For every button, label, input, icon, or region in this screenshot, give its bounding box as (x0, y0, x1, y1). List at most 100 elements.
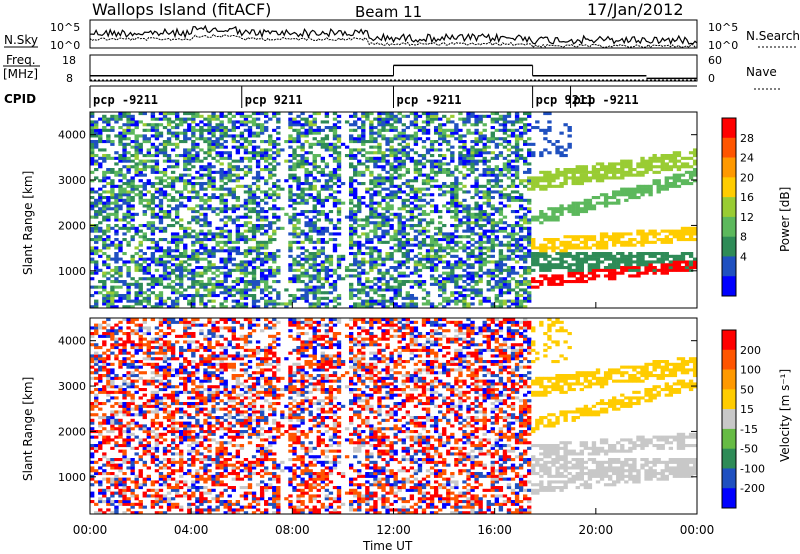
power-cell (98, 226, 103, 230)
power-cell (397, 142, 402, 146)
power-cell (522, 126, 528, 130)
power-cell (409, 218, 415, 222)
power-cell (510, 184, 516, 188)
power-cell (268, 162, 273, 166)
power-cell (122, 151, 127, 155)
power-cell (543, 131, 548, 135)
power-cell (191, 240, 196, 244)
power-cell (195, 142, 200, 146)
power-cell (482, 123, 487, 127)
power-cell (94, 246, 99, 250)
power-cell (223, 291, 228, 295)
power-cell (235, 266, 241, 270)
power-cell (304, 238, 309, 242)
power-cell (219, 179, 224, 183)
power-cell (413, 140, 419, 144)
power-cell (264, 126, 269, 130)
power-cell (158, 179, 164, 183)
power-cell (474, 224, 479, 228)
power-cell (251, 120, 257, 124)
power-cell (300, 117, 305, 121)
power-cell (166, 120, 172, 124)
power-cell (304, 179, 309, 183)
power-cell (328, 232, 334, 236)
power-cell (292, 260, 297, 264)
power-cell (527, 299, 532, 303)
power-cell (231, 249, 236, 253)
power-cell (243, 145, 249, 149)
power-cell (559, 145, 564, 149)
power-cell (174, 204, 180, 208)
power-cell (567, 142, 572, 146)
power-cell (644, 232, 649, 236)
power-cell (264, 305, 269, 309)
power-cell (316, 218, 321, 222)
power-cell (612, 263, 617, 267)
power-cell (506, 165, 512, 169)
power-cell (340, 142, 346, 146)
power-cell (478, 263, 483, 267)
power-cell (506, 246, 512, 250)
power-cell (255, 201, 261, 205)
power-cell (122, 159, 127, 163)
power-cell (466, 271, 471, 275)
power-cell (90, 190, 95, 194)
power-cell (575, 179, 580, 183)
power-cell (607, 176, 613, 180)
power-cell (126, 285, 131, 289)
power-cell (377, 179, 382, 183)
power-cell (239, 238, 245, 242)
power-cell (397, 224, 402, 228)
power-cell (486, 159, 491, 163)
power-cell (454, 282, 459, 286)
power-cell (385, 221, 390, 225)
power-cell (312, 187, 317, 191)
power-cell (632, 196, 637, 200)
power-cell (106, 238, 111, 242)
power-cell (110, 299, 115, 303)
power-cell (166, 249, 172, 253)
power-cell (458, 201, 463, 205)
power-cell (324, 137, 330, 141)
power-cell (381, 288, 386, 292)
power-cell (385, 193, 390, 197)
power-cell (150, 154, 156, 158)
power-cell (486, 190, 491, 194)
power-cell (518, 243, 524, 247)
power-cell (502, 162, 508, 166)
power-cell (191, 218, 196, 222)
power-cell (664, 165, 669, 169)
power-cell (377, 235, 382, 239)
power-cell (688, 170, 694, 174)
power-cell (154, 154, 160, 158)
power-cell (328, 154, 334, 158)
power-cell (332, 131, 338, 135)
power-cell (183, 140, 188, 144)
power-cell (547, 218, 552, 222)
power-cell (656, 232, 661, 236)
power-cell (478, 294, 483, 298)
power-cell (191, 148, 196, 152)
power-cell (336, 184, 342, 188)
power-cell (308, 280, 313, 284)
power-cell (498, 252, 504, 256)
power-cell (405, 280, 410, 284)
power-cell (498, 288, 504, 292)
power-cell (591, 268, 597, 272)
power-cell (478, 252, 483, 256)
freq-left-tick-bottom: 8 (66, 72, 73, 85)
power-cell (567, 266, 572, 270)
power-cell (288, 187, 293, 191)
power-cell (195, 154, 200, 158)
power-cell (607, 277, 613, 281)
power-cell (502, 145, 508, 149)
power-cell (429, 221, 435, 225)
power-cell (628, 196, 633, 200)
power-cell (320, 246, 326, 250)
power-cell (482, 196, 487, 200)
power-cell (595, 268, 601, 272)
power-cell (417, 280, 423, 284)
power-cell (652, 170, 657, 174)
power-cell (640, 173, 645, 177)
power-cell (150, 282, 156, 286)
